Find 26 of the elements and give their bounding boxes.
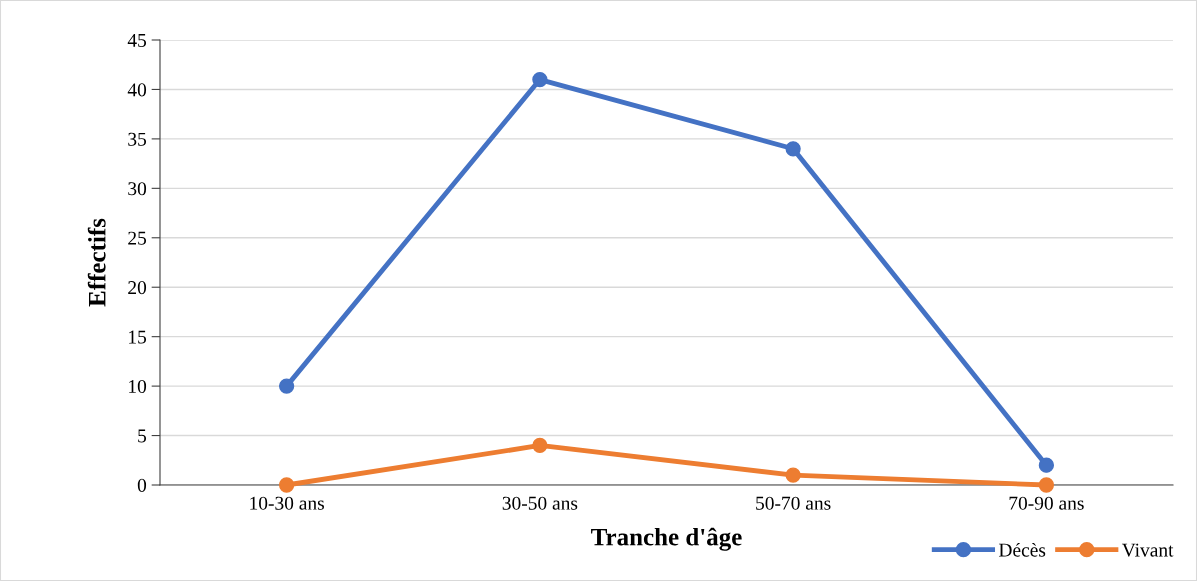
point	[278, 378, 295, 394]
y-tick-label: 25	[128, 231, 147, 245]
x-tick-label: 10-30 ans	[250, 496, 324, 510]
y-tick-label: 5	[138, 429, 147, 443]
point	[1038, 457, 1055, 473]
y-tick-label: 15	[129, 330, 147, 344]
point	[532, 437, 548, 454]
x-axis-title: Tranche d'âge	[591, 527, 742, 551]
y-tick-label: 35	[128, 132, 147, 146]
point	[278, 477, 295, 493]
legend-label: Décès	[998, 542, 1046, 557]
y-tick-label: 30	[128, 182, 147, 196]
y-tick-label: 40	[127, 83, 147, 97]
point	[1038, 477, 1055, 493]
x-tick-label: 70-90 ans	[1009, 496, 1084, 510]
point	[785, 467, 801, 483]
y-tick-label: 0	[137, 478, 147, 492]
y-tick-label: 10	[129, 379, 147, 394]
point	[785, 141, 801, 157]
y-axis-title: Effectifs	[87, 218, 106, 307]
x-tick-label: 30-50 ans	[502, 496, 578, 510]
point	[532, 71, 548, 88]
y-tick-label: 45	[127, 33, 147, 47]
y-tick-label: 20	[128, 281, 147, 295]
legend-label: Vivant	[1121, 543, 1174, 557]
x-tick-label: 50-70 ans	[756, 496, 831, 510]
